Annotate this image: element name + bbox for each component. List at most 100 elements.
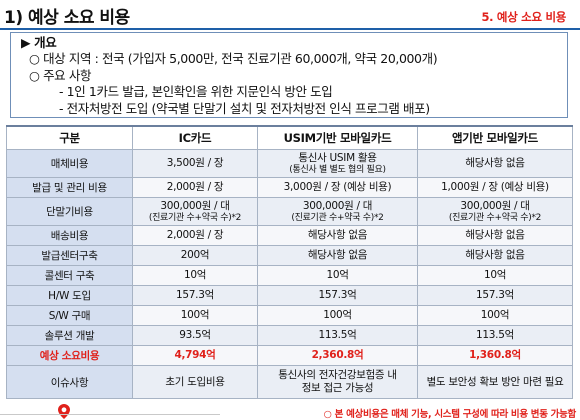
cell-main-text: 해당사항 없음 — [307, 249, 368, 261]
cell-main-text: 3,500원 / 장 — [166, 157, 224, 169]
cell-main-text: 100억 — [480, 309, 510, 321]
table-cell: 10억 — [417, 265, 573, 286]
table-cell: 1,000원 / 장 (예상 비용) — [417, 177, 573, 198]
table-cell: 초기 도입비용 — [132, 365, 258, 399]
table-cell: 157.3억 — [417, 285, 573, 306]
cell-main-text: 1,360.8억 — [469, 349, 521, 361]
cell-main-text: 113.5억 — [318, 329, 357, 341]
table-row: 발급 및 관리 비용 2,000원 / 장 3,000원 / 장 (예상 비용) 1,… — [6, 177, 573, 198]
cell-main-text: 2,000원 / 장 — [166, 229, 224, 241]
row-label: 단말기비용 — [6, 197, 133, 226]
row-label: 배송비용 — [6, 225, 133, 246]
cell-main-text: 해당사항 없음 — [465, 229, 525, 241]
cell-main-text: 100억 — [323, 309, 352, 321]
footnote: ○ 본 예상비용은 매체 기능, 시스템 구성에 따라 비용 변동 가능함 — [323, 409, 577, 420]
cell-main-text: 통신사 USIM 활용 — [298, 151, 377, 164]
table-row: 배송비용 2,000원 / 장 해당사항 없음 해당사항 없음 — [6, 225, 573, 246]
row-label: 이슈사항 — [6, 365, 133, 399]
overview-heading: ▶ 개요 — [21, 35, 57, 50]
table-cell: 1,360.8억 — [417, 345, 573, 366]
table-cell: 300,000원 / 대 (진료기관 수+약국 수)*2 — [417, 197, 573, 226]
table-row: 발급센터구축 200억 해당사항 없음 해당사항 없음 — [6, 245, 573, 266]
cell-sub-text: (진료기관 수+약국 수)*2 — [291, 212, 384, 223]
table-cell: 해당사항 없음 — [257, 245, 418, 266]
header-usim-card: USIM기반 모바일카드 — [257, 125, 418, 150]
cost-table: 구분 IC카드 USIM기반 모바일카드 앱기반 모바일카드 매체비용 3,500… — [6, 125, 573, 399]
title-rule — [0, 28, 580, 30]
header-app-card: 앱기반 모바일카드 — [417, 125, 573, 150]
cell-sub-text: (진료기관 수+약국 수)*2 — [448, 212, 542, 223]
header-ic-card: IC카드 — [132, 125, 258, 150]
table-cell: 통신사의 전자건강보험증 내 정보 접근 가능성 — [257, 365, 418, 399]
overview-line: ○ 주요 사항 — [29, 67, 92, 83]
cell-main-text: 100억 — [180, 309, 210, 321]
table-row: 매체비용 3,500원 / 장 통신사 USIM 활용 (통신사 별 별도 협의 필요… — [6, 149, 573, 178]
cell-sub-text: 정보 접근 가능성 — [301, 382, 374, 394]
overview-line: - 전자처방전 도입 (약국별 단말기 설치 및 전자처방전 인식 프로그램 배… — [59, 100, 430, 116]
cell-main-text: 157.3억 — [318, 289, 357, 301]
row-label: H/W 도입 — [6, 285, 133, 306]
table-cell: 3,500원 / 장 — [132, 149, 258, 178]
cell-main-text: 300,000원 / 대 — [460, 199, 530, 212]
table-cell: 157.3억 — [257, 285, 418, 306]
table-cell: 100억 — [257, 305, 418, 326]
row-label: 솔루션 개발 — [6, 325, 133, 346]
cell-main-text: 4,794억 — [174, 349, 216, 361]
cell-main-text: 3,000원 / 장 (예상 비용) — [283, 181, 392, 193]
table-cell: 113.5억 — [417, 325, 573, 346]
cell-main-text: 10억 — [483, 269, 507, 281]
table-row: 단말기비용 300,000원 / 대 (진료기관 수+약국 수)*2 300,000원… — [6, 197, 573, 226]
cell-sub-text: (통신사 별 별도 협의 필요) — [289, 164, 386, 175]
cell-main-text: 300,000원 / 대 — [302, 199, 373, 212]
overview-line: - 1인 1카드 발급, 본인확인을 위한 지문인식 방안 도입 — [59, 84, 333, 100]
cell-main-text: 초기 도입비용 — [165, 375, 225, 388]
table-row: H/W 도입 157.3억 157.3억 157.3억 — [6, 285, 573, 306]
table-cell: 300,000원 / 대 (진료기관 수+약국 수)*2 — [132, 197, 258, 226]
cell-main-text: 해당사항 없음 — [465, 249, 525, 261]
overview-line: ○ 대상 지역 : 전국 (가입자 5,000만, 전국 진료기관 60,000… — [29, 51, 438, 67]
table-cell: 해당사항 없음 — [417, 149, 573, 178]
cell-main-text: 200억 — [180, 249, 210, 261]
section-tag: 5. 예상 소요 비용 — [481, 10, 566, 24]
row-label: 예상 소요비용 — [6, 345, 133, 366]
table-cell: 2,000원 / 장 — [132, 225, 258, 246]
table-cell: 해당사항 없음 — [417, 245, 573, 266]
table-cell: 4,794억 — [132, 345, 258, 366]
table-cell: 10억 — [257, 265, 418, 286]
row-label: 콜센터 구축 — [6, 265, 133, 286]
cell-main-text: 10억 — [183, 269, 207, 281]
row-label: 발급센터구축 — [6, 245, 133, 266]
table-cell: 10억 — [132, 265, 258, 286]
table-cell: 2,000원 / 장 — [132, 177, 258, 198]
table-cell: 100억 — [132, 305, 258, 326]
cell-sub-text: (진료기관 수+약국 수)*2 — [148, 212, 242, 223]
table-cell: 100억 — [417, 305, 573, 326]
table-row: 이슈사항 초기 도입비용 통신사의 전자건강보험증 내 정보 접근 가능성 별도 보안성… — [6, 365, 573, 399]
table-cell: 3,000원 / 장 (예상 비용) — [257, 177, 418, 198]
location-pin-icon — [58, 404, 70, 419]
table-row: 예상 소요비용 4,794억 2,360.8억 1,360.8억 — [6, 345, 573, 366]
table-cell: 해당사항 없음 — [417, 225, 573, 246]
table-cell: 통신사 USIM 활용 (통신사 별 별도 협의 필요) — [257, 149, 418, 178]
cell-main-text: 157.3억 — [476, 289, 514, 301]
cell-main-text: 300,000원 / 대 — [160, 199, 230, 212]
table-row: 솔루션 개발 93.5억 113.5억 113.5억 — [6, 325, 573, 346]
table-cell: 2,360.8억 — [257, 345, 418, 366]
table-cell: 200억 — [132, 245, 258, 266]
table-cell: 300,000원 / 대 (진료기관 수+약국 수)*2 — [257, 197, 418, 226]
table-body: 매체비용 3,500원 / 장 통신사 USIM 활용 (통신사 별 별도 협의 필요… — [6, 149, 573, 399]
page-title: 1) 예상 소요 비용 — [4, 8, 130, 28]
table-row: 콜센터 구축 10억 10억 10억 — [6, 265, 573, 286]
overview-box: ▶ 개요 ○ 대상 지역 : 전국 (가입자 5,000만, 전국 진료기관 6… — [10, 32, 568, 118]
row-label: S/W 구매 — [6, 305, 133, 326]
cell-main-text: 93.5억 — [179, 329, 211, 341]
row-label: 발급 및 관리 비용 — [6, 177, 133, 198]
table-cell: 113.5억 — [257, 325, 418, 346]
cell-main-text: 157.3억 — [176, 289, 214, 301]
cell-main-text: 2,360.8억 — [311, 349, 364, 361]
header-category: 구분 — [6, 125, 133, 150]
cell-main-text: 별도 보안성 확보 방안 마련 필요 — [426, 375, 564, 388]
table-cell: 157.3억 — [132, 285, 258, 306]
cell-main-text: 113.5억 — [476, 329, 514, 341]
cell-main-text: 1,000원 / 장 (예상 비용) — [441, 181, 549, 193]
